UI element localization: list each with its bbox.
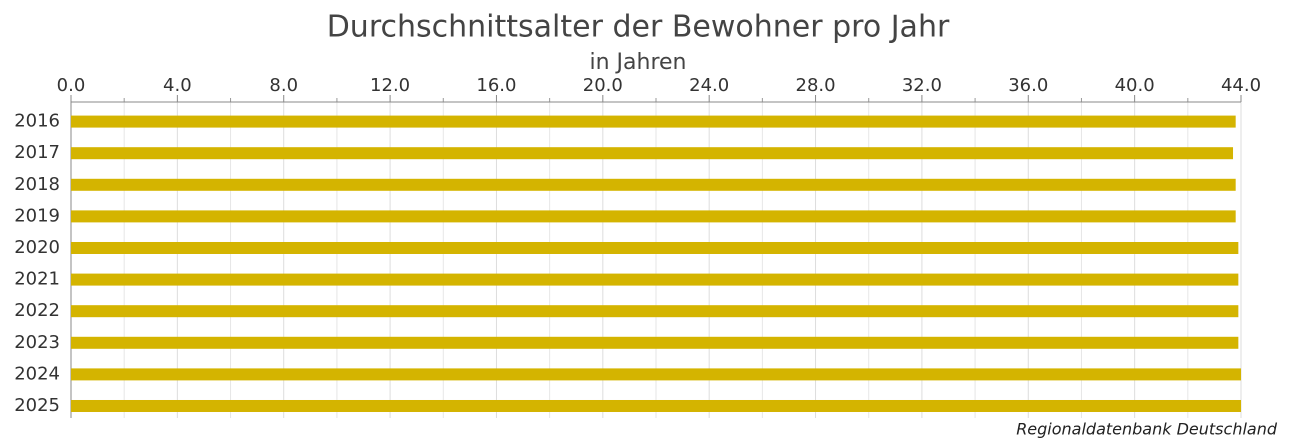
x-tick-label: 24.0 <box>689 75 729 96</box>
x-tick-label: 44.0 <box>1221 75 1261 96</box>
x-tick-label: 12.0 <box>370 75 410 96</box>
chart-title: Durchschnittsalter der Bewohner pro Jahr <box>327 10 950 45</box>
y-tick-label: 2020 <box>14 237 60 258</box>
bar <box>71 368 1241 381</box>
x-tick-label: 20.0 <box>583 75 623 96</box>
y-tick-label: 2024 <box>14 363 60 384</box>
bar <box>71 178 1236 191</box>
bar <box>71 305 1239 318</box>
x-tick-label: 40.0 <box>1115 75 1155 96</box>
y-tick-label: 2021 <box>14 269 60 290</box>
y-tick-label: 2023 <box>14 332 60 353</box>
bar <box>71 115 1236 128</box>
y-tick-label: 2016 <box>14 111 60 132</box>
y-tick-label: 2017 <box>14 142 60 163</box>
chart-subtitle: in Jahren <box>589 50 686 75</box>
bar <box>71 241 1239 254</box>
bar <box>71 210 1236 223</box>
x-tick-label: 0.0 <box>57 75 86 96</box>
x-tick-label: 36.0 <box>1008 75 1048 96</box>
x-tick-label: 28.0 <box>796 75 836 96</box>
bar <box>71 399 1241 412</box>
x-tick-label: 4.0 <box>163 75 192 96</box>
y-tick-label: 2019 <box>14 205 60 226</box>
x-tick-label: 16.0 <box>476 75 516 96</box>
x-tick-label: 32.0 <box>902 75 942 96</box>
bar <box>71 273 1239 286</box>
y-tick-label: 2022 <box>14 300 60 321</box>
x-tick-label: 8.0 <box>269 75 298 96</box>
bar <box>71 147 1234 160</box>
bar <box>71 336 1239 349</box>
source: Regionaldatenbank Deutschland <box>1016 420 1278 439</box>
y-tick-label: 2025 <box>14 395 60 416</box>
y-tick-label: 2018 <box>14 174 60 195</box>
